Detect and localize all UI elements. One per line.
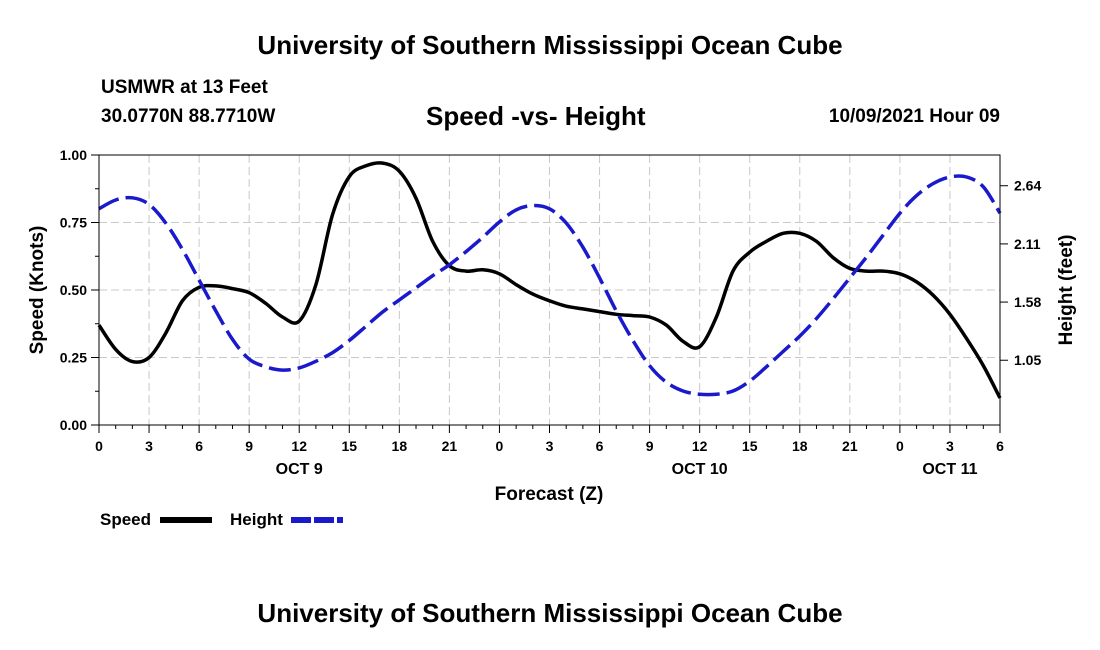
x-tick-label: 15 — [742, 438, 758, 454]
y-left-tick-label: 0.50 — [60, 282, 87, 298]
page-title: University of Southern Mississippi Ocean… — [257, 30, 843, 60]
series-line-height — [98, 174, 1002, 397]
x-tick-label: 9 — [245, 438, 253, 454]
y-axis-right-label: Height (feet) — [1056, 235, 1077, 346]
x-tick-label: 6 — [996, 438, 1004, 454]
x-axis-label: Forecast (Z) — [495, 484, 604, 505]
x-tick-label: 0 — [496, 438, 504, 454]
x-tick-label: 12 — [291, 438, 307, 454]
station-label: USMWR at 13 Feet — [101, 77, 268, 98]
y-right-tick-label: 1.58 — [1014, 294, 1041, 310]
x-tick-label: 3 — [145, 438, 153, 454]
y-right-tick-label: 2.11 — [1014, 236, 1041, 252]
y-left-tick-label: 0.75 — [60, 215, 87, 231]
footer-title: University of Southern Mississippi Ocean… — [257, 598, 843, 628]
x-tick-label: 6 — [195, 438, 203, 454]
series-group — [97, 161, 1002, 399]
x-tick-label: 21 — [442, 438, 458, 454]
x-tick-label: 15 — [341, 438, 357, 454]
x-tick-label: 6 — [596, 438, 604, 454]
legend-label-speed: Speed — [100, 510, 151, 529]
x-tick-label: 0 — [896, 438, 904, 454]
x-date-label: OCT 10 — [672, 461, 728, 478]
x-tick-label: 9 — [646, 438, 654, 454]
x-tick-label: 18 — [392, 438, 408, 454]
series-line-speed — [97, 161, 1002, 399]
x-tick-label: 0 — [95, 438, 103, 454]
x-tick-label: 12 — [692, 438, 708, 454]
x-tick-label: 3 — [546, 438, 554, 454]
station-coordinates: 30.0770N 88.7710W — [101, 106, 276, 127]
legend: Speed Height — [100, 510, 343, 529]
chart-subtitle: Speed -vs- Height — [426, 101, 646, 131]
legend-label-height: Height — [230, 510, 283, 529]
y-axis-left-label: Speed (Knots) — [27, 226, 48, 355]
x-tick-label: 3 — [946, 438, 954, 454]
y-right-tick-label: 2.64 — [1014, 178, 1041, 194]
y-left-tick-label: 1.00 — [60, 147, 87, 163]
axes: 0 3 6 9 12 15 18 21 0 3 6 9 12 15 18 21 0 3 6 OCT 9 OCT 10 OC… — [60, 147, 1042, 478]
forecast-datetime: 10/09/2021 Hour 09 — [828, 106, 1000, 127]
x-date-label: OCT 11 — [922, 461, 977, 478]
y-right-tick-label: 1.05 — [1014, 352, 1041, 368]
grid — [99, 155, 1000, 425]
y-left-tick-label: 0.25 — [60, 350, 87, 366]
x-tick-label: 18 — [792, 438, 808, 454]
x-tick-label: 21 — [842, 438, 858, 454]
y-left-tick-label: 0.00 — [60, 417, 87, 433]
x-date-label: OCT 9 — [276, 461, 323, 478]
